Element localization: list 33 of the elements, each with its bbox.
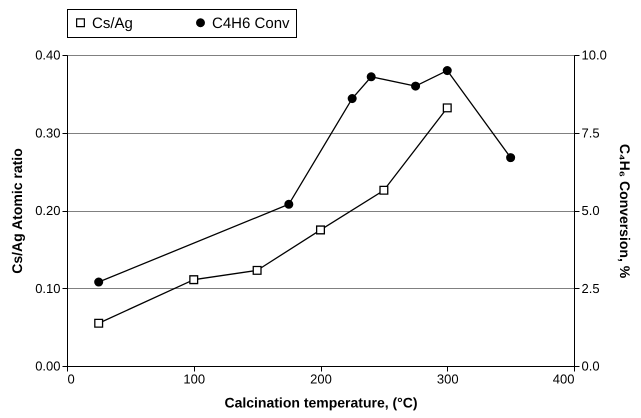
y2-tick-label: 5.0	[582, 203, 600, 218]
y2-tick-label: 10.0	[582, 48, 607, 62]
point	[284, 200, 294, 209]
y-tick-label: 0.10	[35, 280, 60, 296]
point	[189, 275, 198, 284]
point	[348, 94, 357, 104]
point	[252, 266, 262, 275]
y-tick-label: 0.20	[35, 203, 60, 218]
x-tick-label: 200	[310, 372, 332, 386]
y-tick-label: 0.40	[35, 48, 60, 62]
y-tick-label: 0.30	[35, 125, 60, 140]
x-axis-title: Calcination temperature, (°C)	[224, 394, 418, 410]
y2-axis-title: C₄H₆ Conversion, %	[616, 144, 633, 279]
legend-label: C4H6 Conv	[212, 14, 290, 32]
point	[442, 66, 452, 76]
y2-tick-label: 0.0	[582, 358, 600, 374]
point	[506, 153, 516, 162]
point	[94, 318, 104, 328]
y2-tick-label: 2.5	[582, 280, 600, 296]
y-tick-label: 0.00	[35, 358, 60, 374]
x-tick-label: 300	[436, 372, 459, 386]
y-axis-title: Cs/Ag Atomic ratio	[9, 148, 26, 274]
point	[411, 82, 420, 91]
point	[316, 225, 326, 234]
legend-label: Cs/Ag	[92, 14, 133, 32]
x-tick-label: 0	[68, 372, 75, 386]
y2-tick-label: 7.5	[582, 125, 600, 140]
point	[94, 278, 104, 287]
x-tick-label: 400	[552, 372, 574, 386]
point	[442, 103, 452, 112]
x-tick-label: 100	[183, 372, 206, 386]
point	[366, 72, 376, 82]
point	[379, 186, 388, 195]
